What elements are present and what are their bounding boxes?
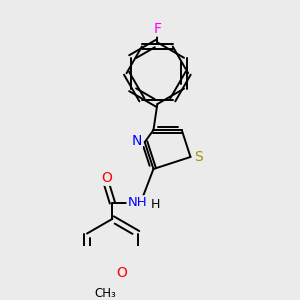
Text: S: S bbox=[194, 150, 203, 164]
Text: N: N bbox=[131, 134, 142, 148]
Text: O: O bbox=[116, 266, 127, 280]
Text: CH₃: CH₃ bbox=[94, 286, 116, 300]
Text: O: O bbox=[101, 171, 112, 185]
Text: NH: NH bbox=[128, 196, 147, 209]
Text: F: F bbox=[153, 22, 161, 36]
Text: H: H bbox=[151, 198, 160, 211]
